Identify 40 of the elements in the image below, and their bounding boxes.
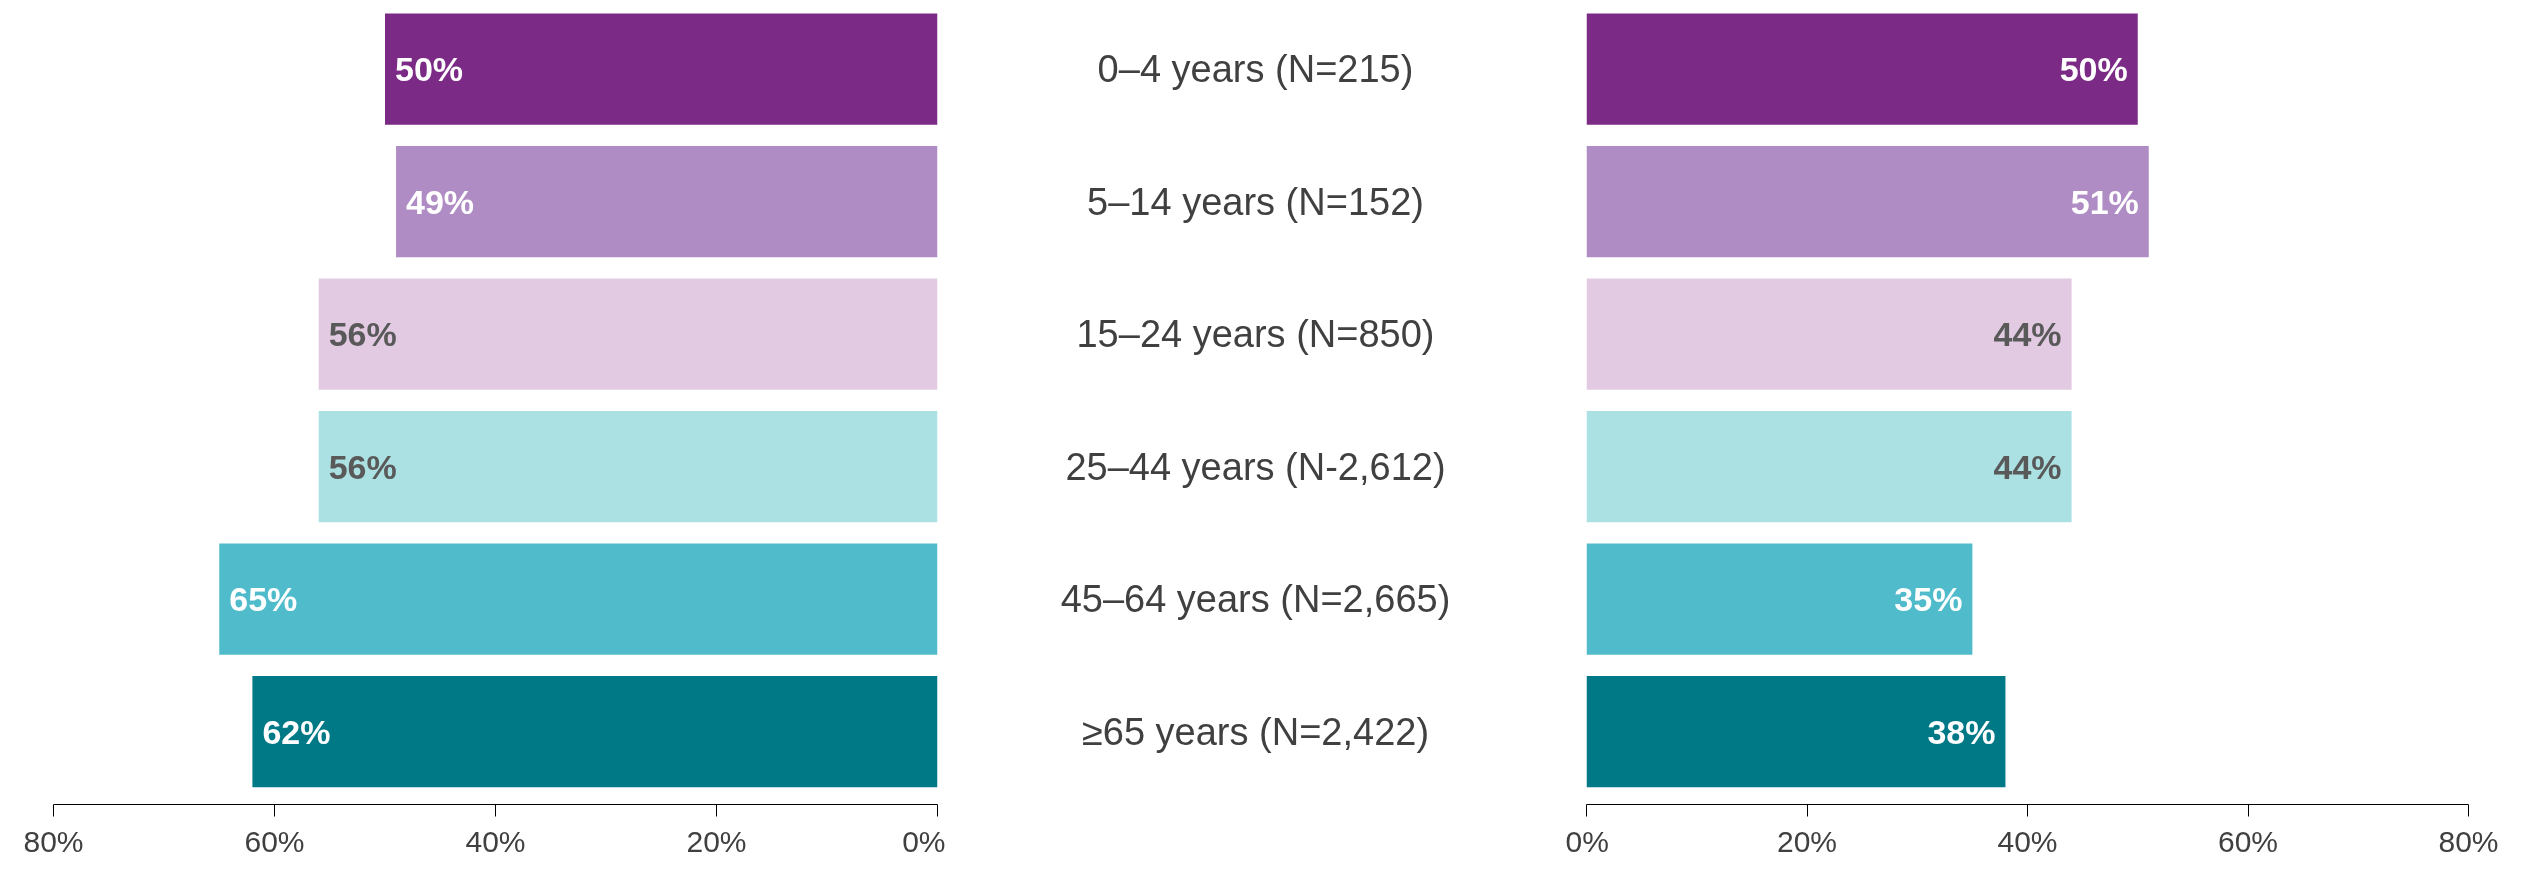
data-label: 44%: [1993, 315, 2062, 354]
data-label: 50%: [395, 50, 464, 89]
x-tick-label: 20%: [686, 824, 747, 858]
y-tick-label: 25–44 years (N-2,612): [1065, 445, 1446, 488]
data-label: 56%: [328, 447, 397, 486]
y-tick-label: 0–4 years (N=215): [1097, 48, 1414, 91]
data-label: 44%: [1993, 447, 2062, 486]
x-tick-label: 40%: [1997, 824, 2058, 858]
bar: [318, 410, 938, 523]
data-label: 65%: [229, 580, 298, 619]
x-tick-label: 40%: [465, 824, 526, 858]
y-tick-label: 5–14 years (N=152): [1087, 180, 1424, 223]
bar: [1586, 13, 2138, 125]
y-tick-label: 15–24 years (N=850): [1076, 313, 1435, 356]
data-label: 38%: [1927, 712, 1996, 751]
y-tick-label: ≥65 years (N=2,422): [1081, 710, 1430, 753]
bar: [396, 145, 938, 258]
bar: [252, 675, 938, 788]
bar: [1586, 675, 2006, 788]
x-tick-label: 60%: [2217, 824, 2279, 858]
bar: [385, 13, 938, 125]
data-label: 51%: [2070, 182, 2139, 221]
data-label: 50%: [2059, 50, 2128, 89]
x-tick-label: 0%: [902, 824, 946, 858]
bar: [1586, 543, 1973, 655]
data-label: 49%: [406, 182, 475, 221]
x-tick-label: 80%: [23, 824, 84, 858]
data-label: 62%: [262, 712, 331, 751]
x-tick-label: 20%: [1776, 824, 1838, 858]
bar: [1586, 278, 2072, 390]
x-tick-label: 0%: [1565, 824, 1609, 858]
y-tick-label: 45–64 years (N=2,665): [1060, 578, 1451, 621]
bar: [219, 543, 938, 655]
x-tick-label: 80%: [2438, 824, 2499, 858]
data-label: 56%: [328, 315, 397, 354]
bar: [318, 278, 938, 390]
bar: [1586, 145, 2149, 258]
data-label: 35%: [1894, 580, 1963, 619]
bar: [1586, 410, 2072, 523]
x-tick-label: 60%: [244, 824, 305, 858]
